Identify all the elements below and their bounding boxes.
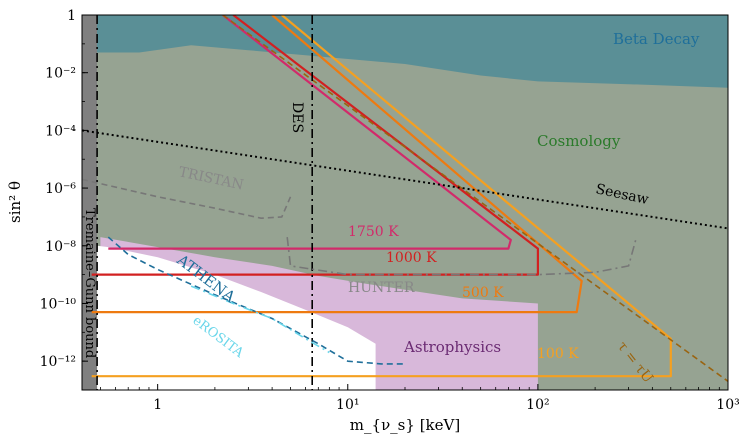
region-tremaine-gunn [82,15,98,390]
label-t500: 500 K [462,285,504,301]
label-cosmology: Cosmology [537,132,621,150]
curve-seesaw [82,129,728,230]
label-hunter: HUNTER [348,280,415,296]
plot-area [82,15,728,390]
label-tremaine-gunn: Tremaine–Gunn bound [82,208,97,358]
curve-u [222,15,728,382]
x-tick-label: 10² [526,397,549,413]
curve-athena [107,236,405,365]
curve-erosita [190,285,330,354]
label-t1750: 1750 K [348,224,399,240]
x-axis-label: m_{ν_s} [keV] [350,416,460,434]
y-tick-label: 10⁻¹² [40,354,76,370]
y-tick-label: 10⁻⁸ [45,239,76,255]
x-tick-label: 10³ [716,397,739,413]
curve-tristan [82,178,292,219]
label-beta-decay: Beta Decay [613,30,700,48]
curve-hunter [286,236,638,276]
curve-1750-k [108,15,512,250]
curve-100-k [91,15,672,378]
region-beta-decay [82,15,728,88]
axes: 1 10¹ 10² 10³ 1 10⁻² 10⁻⁴ 10⁻⁶ 10⁻⁸ 10⁻¹⁰ 10⁻¹² [40,8,740,413]
y-tick-label: 10⁻¹⁰ [40,296,77,312]
label-des: DES [289,102,305,133]
x-tick-label: 10¹ [336,397,359,413]
y-tick-label: 10⁻² [45,66,76,82]
y-axis-label: sin² θ [6,181,24,223]
label-t100: 100 K [537,346,579,362]
y-tick-label: 10⁻⁶ [45,181,76,197]
label-t1000: 1000 K [386,250,437,266]
label-astrophysics: Astrophysics [403,338,501,356]
curve-1000-k [91,15,540,276]
x-tick-label: 1 [153,397,162,413]
curve-500-k [91,15,583,314]
y-tick-label: 1 [67,8,76,24]
region-unconstrained [97,245,376,390]
y-tick-label: 10⁻⁴ [45,123,76,139]
